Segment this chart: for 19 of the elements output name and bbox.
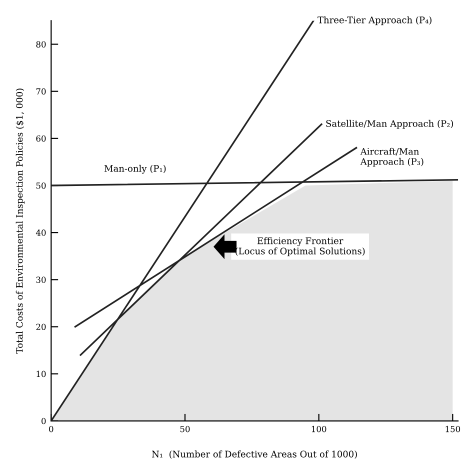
y-tick-label: 20	[36, 324, 46, 330]
y-tick-label: 0	[42, 418, 46, 424]
x-axis-title: N₁ (Number of Defective Areas Out of 1000)	[152, 450, 357, 459]
y-axis-title: Total Costs of Environmental Inspection Policies ($1, 000)	[16, 88, 25, 354]
y-tick-label: 60	[36, 135, 46, 142]
y-tick-label: 40	[36, 230, 46, 236]
x-tick-label: 100	[312, 426, 326, 432]
y-tick-label: 10	[36, 370, 46, 378]
x-tick-label: 0	[49, 426, 54, 432]
y-tick-label: 50	[36, 182, 46, 189]
series-label: Satellite/Man Approach (P₂)	[326, 120, 454, 129]
y-tick-label: 30	[36, 276, 46, 283]
series-label: Man-only (P₁)	[104, 164, 166, 174]
x-tick-label: 50	[180, 426, 190, 432]
y-tick-label: 70	[36, 88, 46, 95]
y-tick-label: 80	[36, 41, 46, 48]
series-label: Aircraft/Man Approach (P₃)	[360, 148, 424, 167]
x-tick-label: 150	[446, 426, 460, 432]
series-label: Three-Tier Approach (P₄)	[318, 16, 432, 26]
